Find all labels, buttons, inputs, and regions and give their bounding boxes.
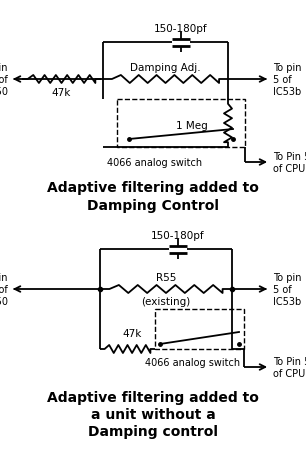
Text: (existing): (existing) — [141, 296, 191, 306]
Text: Adaptive filtering added to
Damping Control: Adaptive filtering added to Damping Cont… — [47, 181, 259, 212]
Text: To pin
5 of
IC53b: To pin 5 of IC53b — [273, 272, 301, 307]
Text: 150-180pf: 150-180pf — [151, 230, 205, 240]
Text: To pin
5 of
IC53b: To pin 5 of IC53b — [273, 62, 301, 97]
Text: 4066 analog switch: 4066 analog switch — [107, 158, 202, 168]
Text: To pin
24 of
IC50: To pin 24 of IC50 — [0, 62, 8, 97]
Text: 4066 analog switch: 4066 analog switch — [145, 357, 240, 367]
Text: R55: R55 — [156, 272, 176, 282]
Text: To Pin 5
of CPU: To Pin 5 of CPU — [273, 152, 306, 174]
Text: 150-180pf: 150-180pf — [154, 24, 208, 34]
Text: Adaptive filtering added to
a unit without a
Damping control: Adaptive filtering added to a unit witho… — [47, 390, 259, 438]
Text: Damping Adj.: Damping Adj. — [130, 63, 201, 73]
Bar — [117, 100, 245, 147]
Bar — [155, 309, 244, 349]
Text: 1 Meg: 1 Meg — [176, 121, 208, 131]
Text: To pin
24 of
IC50: To pin 24 of IC50 — [0, 272, 8, 307]
Text: To Pin 5
of CPU: To Pin 5 of CPU — [273, 356, 306, 378]
Text: 47k: 47k — [52, 88, 71, 98]
Text: 47k: 47k — [123, 328, 142, 338]
